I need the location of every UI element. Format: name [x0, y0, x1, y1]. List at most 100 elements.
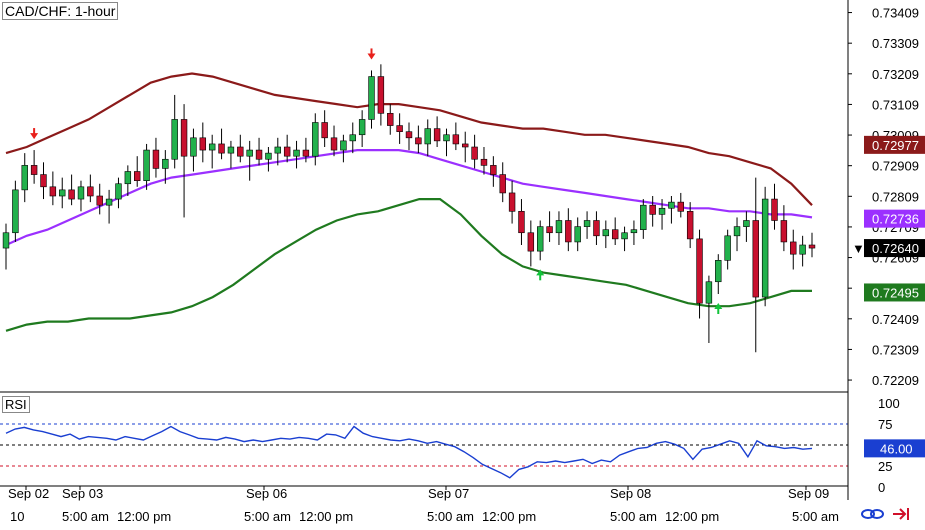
candle-body [208, 143, 216, 151]
candle-body [340, 140, 347, 151]
time-tick-label: 5:00 am [62, 509, 109, 524]
arrow-head [536, 269, 545, 276]
time-tick-label: 12:00 pm [482, 509, 536, 524]
candle-body [433, 128, 441, 142]
candle [237, 134, 244, 163]
candle [124, 165, 132, 196]
candle-body [283, 146, 291, 157]
candle-body [246, 149, 253, 157]
candle-body [696, 238, 703, 304]
corner-icons [861, 508, 909, 520]
candle-body [237, 146, 244, 157]
candle-body [611, 229, 619, 240]
rsi-tick-label: 75 [878, 417, 892, 432]
candle-body [424, 128, 431, 145]
link-chain-icon[interactable] [861, 509, 884, 519]
candle [283, 134, 291, 163]
candle-body [490, 165, 497, 175]
candle-body [368, 76, 375, 120]
candle-body [30, 165, 38, 175]
candle-body [68, 189, 75, 200]
candle [49, 171, 57, 206]
candle-body [761, 198, 769, 298]
candle [40, 162, 47, 200]
candle [143, 143, 150, 190]
candle-body [124, 171, 132, 185]
price-tick-label: 0.73109 [872, 97, 919, 112]
candle-body [358, 119, 366, 136]
candle [565, 208, 572, 252]
rsi-indicator-label: RSI [2, 396, 30, 413]
candle [480, 147, 488, 175]
price-tag-box [864, 283, 925, 302]
price-tag-label: 0.72495 [872, 285, 919, 300]
candle-body [780, 220, 788, 243]
candle [790, 229, 797, 270]
candle [621, 226, 628, 252]
candle [743, 211, 750, 242]
candle [715, 254, 722, 294]
candle [649, 196, 656, 227]
candle-body [565, 220, 572, 243]
candle [190, 128, 197, 172]
rsi-tick-label: 25 [878, 459, 892, 474]
candle [105, 189, 113, 224]
candle-body [105, 198, 113, 206]
candle-body [537, 226, 544, 252]
candle-body [77, 186, 85, 200]
candle [12, 180, 19, 242]
date-tick-label: Sep 02 [8, 486, 49, 501]
candle [537, 220, 544, 261]
candle [340, 134, 347, 163]
candle [602, 220, 610, 249]
candle-body [59, 189, 66, 197]
scroll-to-end-icon[interactable] [893, 508, 909, 520]
candle [208, 134, 216, 169]
candle-body [387, 113, 394, 126]
candle-body [40, 174, 47, 188]
time-tick-label: 5:00 am [427, 509, 474, 524]
date-tick-label: Sep 03 [62, 486, 103, 501]
candle-body [583, 220, 591, 227]
rsi-pane [0, 423, 848, 479]
sell-signal-arrow-icon [30, 128, 39, 140]
candle [218, 128, 225, 160]
candle [358, 110, 366, 147]
bollinger-upper-band [5, 72, 813, 206]
candle-body [274, 146, 281, 154]
candle [799, 235, 806, 267]
candle [696, 229, 703, 319]
candle [387, 104, 394, 135]
price-tag: ▼ 0.72640 [852, 239, 925, 258]
candle [761, 186, 769, 307]
candle-body [668, 201, 675, 209]
date-tick-label: Sep 06 [246, 486, 287, 501]
candle-body [227, 146, 235, 154]
candle [255, 137, 263, 166]
candle-body [302, 149, 310, 157]
rsi-current-tag-label: 46.00 [880, 441, 913, 456]
price-marker-arrow-icon: ▼ [852, 241, 865, 256]
candle [471, 134, 478, 169]
candle [415, 125, 422, 154]
price-tag-label: 0.72736 [872, 212, 919, 227]
candle [180, 104, 188, 218]
candle [302, 137, 310, 163]
candle [668, 196, 675, 224]
candle-body [752, 220, 759, 298]
candle-body [790, 241, 797, 255]
candle [265, 147, 272, 172]
candle-body [649, 204, 656, 215]
candle-body [715, 260, 722, 283]
candle-body [190, 137, 197, 157]
bollinger-lower-band [5, 198, 812, 332]
candle [677, 192, 684, 218]
candle-body [471, 146, 478, 160]
price-tick-label: 0.73209 [872, 67, 919, 82]
candle [424, 119, 431, 157]
rsi-current-tag-box [864, 439, 925, 458]
candle [611, 217, 619, 245]
date-tick-label: Sep 07 [428, 486, 469, 501]
